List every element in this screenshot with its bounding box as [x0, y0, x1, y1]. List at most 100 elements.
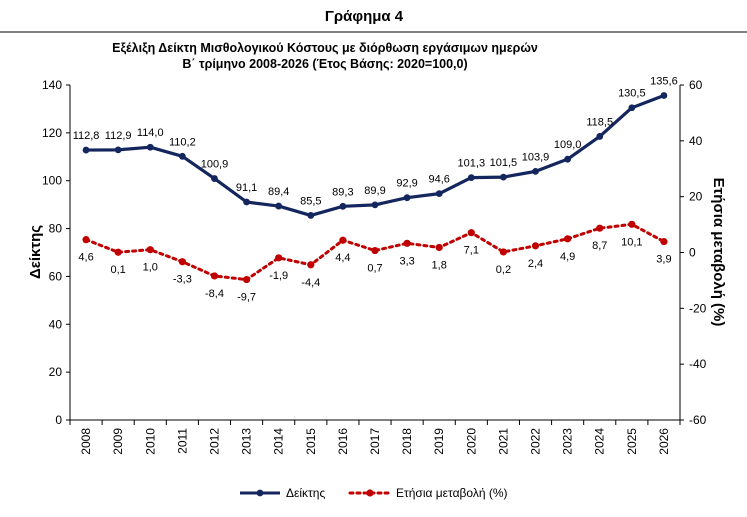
x-tick-label: 2025	[625, 428, 639, 455]
data-point-change	[660, 238, 668, 246]
data-point-index	[307, 212, 315, 219]
data-label-change: 8,7	[592, 240, 607, 252]
y-tick-label-right: 20	[689, 190, 703, 204]
data-label-change: 0,1	[111, 264, 126, 276]
legend-marker-change	[366, 489, 374, 497]
axes-group: 0 20 40 60 80 100 120 140 -60 -40 -20 0 20 40 60 2008 20…	[27, 78, 727, 455]
y-tick-label-right: 0	[689, 246, 696, 260]
data-label-change: -3,3	[173, 274, 192, 286]
data-label-index: 89,9	[364, 185, 385, 197]
y-tick-label-right: 40	[689, 134, 703, 148]
data-point-change	[564, 235, 572, 243]
data-label-index: 91,1	[236, 182, 257, 194]
data-point-change	[499, 248, 508, 256]
y-tick-label-right: 60	[689, 78, 703, 92]
data-point-index	[628, 104, 636, 112]
data-point-index	[403, 194, 411, 202]
series-line-index	[86, 94, 665, 218]
y-tick-label-left: 140	[42, 78, 62, 92]
data-label-change: 10,1	[621, 236, 642, 248]
data-point-change	[242, 275, 251, 284]
data-label-index: 89,3	[332, 186, 353, 198]
data-point-index	[371, 201, 379, 209]
data-label-index: 89,4	[268, 186, 289, 198]
data-point-change	[371, 246, 379, 255]
x-tick-label: 2017	[368, 428, 382, 455]
data-label-change: -1,9	[269, 270, 288, 282]
data-point-change	[114, 248, 122, 256]
data-point-index	[178, 152, 186, 160]
data-label-change: -4,4	[301, 277, 320, 289]
chart-subtitle: Β΄ τρίμηνο 2008-2026 (Έτος Βάσης: 2020=1…	[182, 57, 467, 71]
x-tick-label: 2021	[496, 428, 510, 455]
x-tick-label: 2009	[111, 428, 125, 455]
legend-marker-index	[256, 489, 264, 497]
chart-title: Εξέλιξη Δείκτη Μισθολογικού Κόστους με δ…	[112, 41, 538, 55]
data-label-index: 114,0	[137, 127, 164, 139]
data-label-index: 112,8	[73, 130, 100, 142]
x-tick-label: 2016	[336, 428, 350, 455]
data-point-change	[467, 229, 475, 237]
y-axis-left-title: Δείκτης	[27, 225, 44, 279]
x-tick-label: 2014	[272, 428, 286, 455]
data-label-change: 4,9	[560, 251, 575, 263]
data-label-change: 2,4	[528, 258, 543, 270]
data-label-change: 4,4	[335, 252, 350, 264]
data-label-change: 1,0	[143, 262, 158, 274]
data-point-change	[531, 242, 540, 250]
x-tick-label: 2023	[561, 428, 575, 455]
y-axis-right-title: Ετήσια μεταβολή (%)	[710, 178, 727, 327]
data-label-change: 7,1	[464, 245, 479, 257]
data-point-index	[564, 155, 572, 163]
figure-label: Γράφημα 4	[325, 8, 404, 25]
data-point-index	[596, 133, 604, 140]
data-label-change: 0,7	[367, 263, 382, 275]
data-point-change	[628, 220, 636, 228]
y-tick-label-left: 40	[49, 317, 63, 331]
data-point-index	[339, 202, 347, 210]
y-tick-label-right: -40	[689, 357, 707, 371]
x-tick-label: 2010	[143, 428, 157, 455]
x-tick-label: 2022	[529, 428, 543, 455]
data-point-index	[243, 198, 250, 206]
y-tick-label-left: 120	[42, 126, 62, 140]
data-point-index	[435, 190, 443, 198]
marks-group: 112,8 112,9 114,0 110,2 100,9 91,1 89,4 85,5 89,…	[73, 76, 678, 304]
data-label-change: 1,8	[432, 259, 447, 271]
data-point-change	[82, 236, 90, 244]
y-tick-label-right: -60	[689, 413, 707, 427]
data-point-index	[275, 202, 283, 210]
y-tick-label-right: -20	[689, 301, 707, 315]
data-point-change	[403, 239, 411, 247]
data-point-index	[532, 167, 539, 175]
x-tick-label: 2015	[304, 428, 318, 455]
data-label-index: 130,5	[618, 88, 646, 100]
data-point-change	[210, 272, 219, 280]
data-point-change	[146, 246, 154, 254]
x-tick-label: 2018	[400, 428, 414, 455]
y-tick-label-left: 60	[49, 269, 63, 283]
data-label-index: 101,5	[490, 157, 518, 169]
y-tick-label-left: 100	[42, 174, 62, 188]
data-point-change	[275, 254, 283, 262]
x-tick-label: 2019	[432, 428, 446, 455]
data-label-change: -8,4	[205, 288, 224, 300]
legend-label-index: Δείκτης	[286, 486, 325, 500]
y-tick-label-left: 20	[49, 365, 63, 379]
data-label-index: 112,9	[105, 130, 132, 142]
data-point-change	[178, 258, 186, 266]
x-tick-label: 2013	[240, 428, 254, 455]
x-tick-label: 2008	[79, 428, 93, 455]
y-tick-label-left: 0	[55, 413, 62, 427]
data-point-index	[660, 92, 668, 99]
x-tick-label: 2012	[207, 428, 221, 455]
data-point-index	[114, 146, 122, 154]
data-label-index: 110,2	[169, 136, 196, 148]
data-label-index: 94,6	[428, 174, 449, 186]
data-label-change: 3,3	[399, 255, 414, 267]
data-label-index: 135,6	[650, 76, 678, 88]
data-label-index: 92,9	[396, 178, 417, 190]
data-label-change: 3,9	[656, 254, 671, 266]
data-point-index	[82, 146, 90, 154]
